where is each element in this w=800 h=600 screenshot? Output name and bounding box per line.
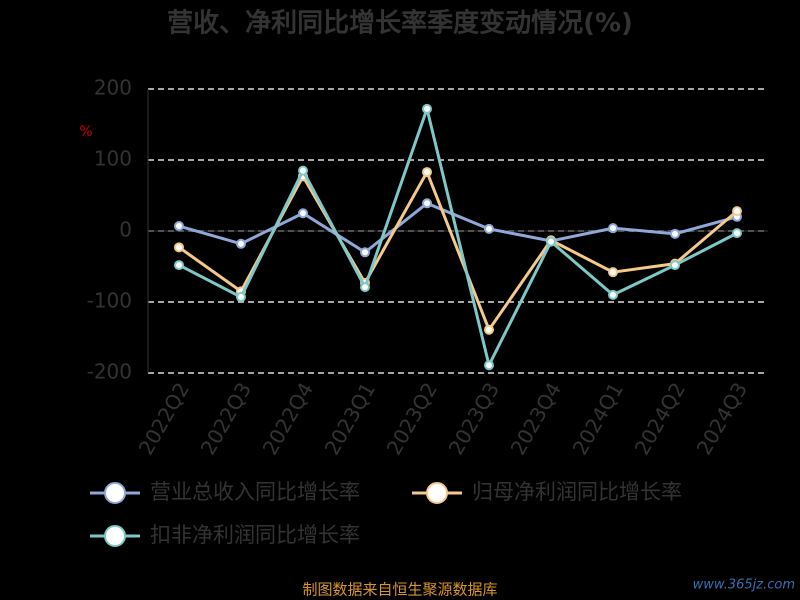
x-tick-label: 2023Q3 [444,378,504,459]
x-tick-label: 2024Q3 [692,378,752,459]
y-tick-label: -100 [87,289,132,313]
point [608,223,618,234]
x-tick-label: 2024Q2 [630,378,690,459]
point [546,236,556,247]
point [174,260,184,271]
point [670,260,680,271]
point [732,206,742,217]
point [484,324,494,335]
y-tick-label: 0 [119,218,132,242]
point [732,228,742,239]
x-tick-label: 2022Q4 [258,378,318,459]
point [608,267,618,278]
series-line [178,201,738,255]
point [484,223,494,234]
legend-label: 营业总收入同比增长率 [150,480,360,504]
y-unit: % [79,124,92,140]
point [422,167,432,178]
point [174,221,184,232]
legend-marker [104,482,126,504]
point [360,247,370,258]
legend-marker [104,525,126,547]
x-tick-label: 2024Q1 [568,378,628,459]
y-tick-label: -200 [87,360,132,384]
x-tick-label: 2022Q2 [134,378,194,459]
x-tick-label: 2023Q2 [382,378,442,459]
legend-marker [426,482,448,504]
point [298,165,308,176]
point [236,238,246,249]
y-tick-label: 200 [94,76,132,100]
legend-label: 扣非净利润同比增长率 [150,523,360,547]
point [484,360,494,371]
point [608,289,618,300]
x-tick-label: 2023Q4 [506,378,566,459]
point [422,103,432,114]
x-tick-label: 2022Q3 [196,378,256,459]
point [670,228,680,239]
legend-label: 归母净利润同比增长率 [472,480,682,504]
x-tick-label: 2023Q1 [320,378,380,459]
watermark: www.365jz.com [693,578,795,593]
chart-title: 营收、净利同比增长率季度变动情况(%) [167,8,633,39]
point [236,292,246,303]
point [174,242,184,253]
point [422,198,432,209]
y-tick-label: 100 [94,147,132,171]
point [298,208,308,219]
series-line [178,103,738,370]
point [360,282,370,293]
source: 制图数据来自恒生聚源数据库 [302,581,497,599]
